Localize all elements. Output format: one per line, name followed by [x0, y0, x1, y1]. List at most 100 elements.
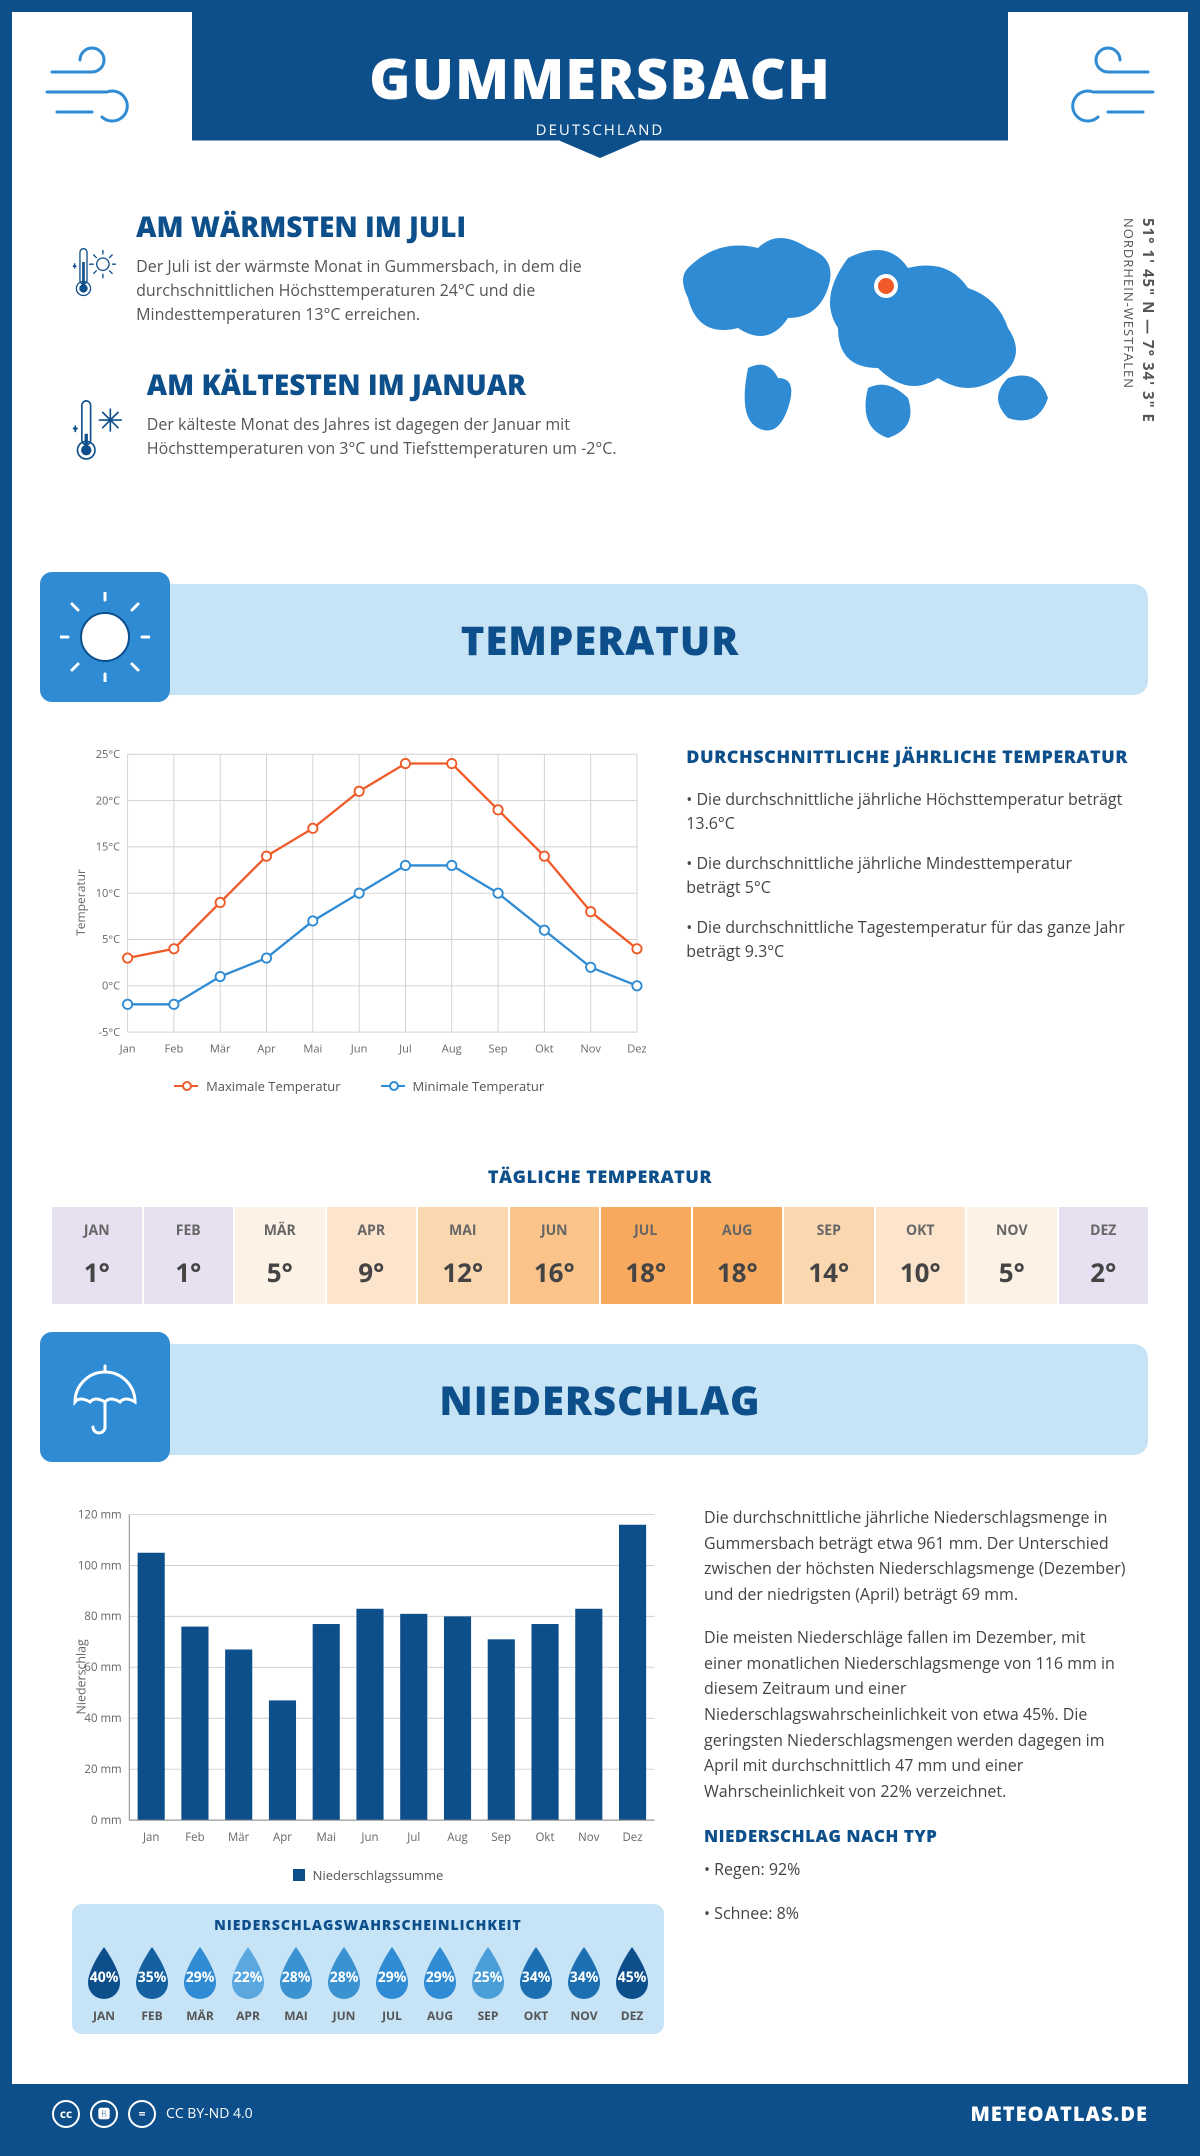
svg-text:Dez: Dez — [627, 1041, 646, 1056]
probability-drop: 34% NOV — [562, 1945, 606, 2024]
precipitation-section-header: NIEDERSCHLAG — [52, 1344, 1148, 1455]
precipitation-bar-chart: 0 mm 20 mm 40 mm 60 mm 80 mm 100 mm 120 mm Nied… — [72, 1505, 664, 1884]
coldest-title: AM KÄLTESTEN IM JANUAR — [147, 366, 638, 404]
probability-drop: 28% MAI — [274, 1945, 318, 2024]
svg-text:-5°C: -5°C — [98, 1025, 120, 1040]
svg-text:100 mm: 100 mm — [78, 1558, 122, 1573]
svg-text:0°C: 0°C — [102, 979, 120, 994]
daily-cell: MÄR5° — [235, 1207, 327, 1304]
svg-text:10°C: 10°C — [96, 886, 120, 901]
warmest-title: AM WÄRMSTEN IM JULI — [136, 208, 638, 246]
svg-text:20 mm: 20 mm — [84, 1762, 121, 1777]
umbrella-icon — [60, 1352, 150, 1442]
svg-text:Jul: Jul — [406, 1830, 420, 1845]
svg-text:Dez: Dez — [623, 1830, 643, 1845]
svg-text:Jan: Jan — [142, 1830, 159, 1845]
probability-drop: 28% JUN — [322, 1945, 366, 2024]
probability-drop: 45% DEZ — [610, 1945, 654, 2024]
svg-text:Sep: Sep — [491, 1830, 511, 1845]
daily-cell: MAI12° — [418, 1207, 510, 1304]
probability-drop: 22% APR — [226, 1945, 270, 2024]
coldest-text: Der kälteste Monat des Jahres ist dagege… — [147, 412, 638, 460]
nd-icon: = — [128, 2100, 156, 2128]
temperature-section-header: TEMPERATUR — [52, 584, 1148, 695]
probability-drop: 29% AUG — [418, 1945, 462, 2024]
svg-text:Feb: Feb — [185, 1830, 204, 1845]
svg-text:Mai: Mai — [316, 1830, 336, 1845]
daily-cell: JAN1° — [52, 1207, 144, 1304]
svg-text:Okt: Okt — [535, 1041, 553, 1056]
svg-text:Jun: Jun — [360, 1830, 378, 1845]
svg-text:Nov: Nov — [580, 1041, 601, 1056]
svg-text:5°C: 5°C — [102, 932, 120, 947]
intro-section: AM WÄRMSTEN IM JULI Der Juli ist der wär… — [12, 188, 1188, 564]
thermometer-sun-icon — [72, 208, 116, 338]
coordinates: 51° 1' 45" N — 7° 34' 3" E NORDRHEIN-WES… — [1120, 218, 1158, 423]
precipitation-legend: Niederschlagssumme — [72, 1866, 664, 1884]
probability-drop: 29% MÄR — [178, 1945, 222, 2024]
svg-text:Jun: Jun — [350, 1041, 368, 1056]
daily-cell: JUN16° — [510, 1207, 602, 1304]
svg-text:25°C: 25°C — [96, 747, 120, 762]
svg-text:Aug: Aug — [442, 1041, 462, 1056]
svg-text:Sep: Sep — [488, 1041, 507, 1056]
daily-cell: OKT10° — [876, 1207, 968, 1304]
svg-text:Apr: Apr — [257, 1041, 276, 1056]
probability-drop: 34% OKT — [514, 1945, 558, 2024]
footer: cc 🅱 = CC BY-ND 4.0 METEOATLAS.DE — [12, 2084, 1188, 2144]
thermometer-snow-icon — [72, 366, 127, 496]
daily-cell: AUG18° — [693, 1207, 785, 1304]
probability-drop: 25% SEP — [466, 1945, 510, 2024]
warmest-text: Der Juli ist der wärmste Monat in Gummer… — [136, 254, 638, 326]
probability-drop: 35% FEB — [130, 1945, 174, 2024]
daily-cell: FEB1° — [144, 1207, 236, 1304]
daily-temperature-table: JAN1° FEB1° MÄR5° APR9° MAI12° JUN16° JU… — [52, 1207, 1148, 1304]
svg-text:Temperatur: Temperatur — [72, 869, 89, 936]
coldest-block: AM KÄLTESTEN IM JANUAR Der kälteste Mona… — [72, 366, 638, 496]
daily-cell: NOV5° — [967, 1207, 1059, 1304]
daily-temperature-title: TÄGLICHE TEMPERATUR — [12, 1165, 1188, 1189]
daily-cell: SEP14° — [784, 1207, 876, 1304]
precipitation-title: NIEDERSCHLAG — [72, 1372, 1128, 1427]
title-banner: GUMMERSBACH DEUTSCHLAND — [192, 12, 1008, 158]
svg-text:Niederschlag: Niederschlag — [72, 1639, 89, 1715]
svg-text:0 mm: 0 mm — [91, 1813, 122, 1828]
daily-cell: APR9° — [327, 1207, 419, 1304]
svg-text:Jul: Jul — [398, 1041, 412, 1056]
site-name: METEOATLAS.DE — [970, 2100, 1148, 2127]
svg-text:Okt: Okt — [536, 1830, 555, 1845]
svg-text:60 mm: 60 mm — [84, 1660, 121, 1675]
svg-text:20°C: 20°C — [96, 793, 120, 808]
probability-drop: 29% JUL — [370, 1945, 414, 2024]
wind-icon — [42, 42, 172, 142]
sun-icon — [60, 592, 150, 682]
svg-text:Jan: Jan — [119, 1041, 136, 1056]
svg-text:120 mm: 120 mm — [78, 1507, 122, 1522]
svg-text:80 mm: 80 mm — [84, 1609, 121, 1624]
probability-drop: 40% JAN — [82, 1945, 126, 2024]
svg-text:Feb: Feb — [165, 1041, 184, 1056]
temperature-title: TEMPERATUR — [72, 612, 1128, 667]
precipitation-text: Die durchschnittliche jährliche Niedersc… — [704, 1505, 1128, 2034]
city-name: GUMMERSBACH — [212, 40, 988, 116]
country-name: DEUTSCHLAND — [212, 120, 988, 140]
cc-icon: cc — [52, 2100, 80, 2128]
by-icon: 🅱 — [90, 2100, 118, 2128]
svg-text:Mai: Mai — [303, 1041, 322, 1056]
svg-text:Aug: Aug — [447, 1830, 467, 1845]
daily-cell: DEZ2° — [1059, 1207, 1149, 1304]
license-text: CC BY-ND 4.0 — [166, 2104, 253, 2123]
svg-text:Mär: Mär — [210, 1041, 231, 1056]
temperature-line-chart: -5°C 0°C 5°C 10°C 15°C 20°C 25°C Jan Feb Mär Apr Ma… — [72, 745, 646, 1095]
precipitation-probability-box: NIEDERSCHLAGSWAHRSCHEINLICHKEIT 40% JAN … — [72, 1904, 664, 2034]
infographic-frame: GUMMERSBACH DEUTSCHLAND — [0, 0, 1200, 2156]
svg-text:40 mm: 40 mm — [84, 1711, 121, 1726]
svg-text:15°C: 15°C — [96, 840, 120, 855]
temperature-summary: DURCHSCHNITTLICHE JÄHRLICHE TEMPERATUR •… — [686, 745, 1128, 1095]
world-map: 51° 1' 45" N — 7° 34' 3" E NORDRHEIN-WES… — [668, 208, 1128, 524]
wind-icon — [1028, 42, 1158, 142]
svg-text:Mär: Mär — [228, 1830, 250, 1845]
warmest-block: AM WÄRMSTEN IM JULI Der Juli ist der wär… — [72, 208, 638, 338]
svg-text:Apr: Apr — [273, 1830, 292, 1845]
svg-text:Nov: Nov — [578, 1830, 599, 1845]
